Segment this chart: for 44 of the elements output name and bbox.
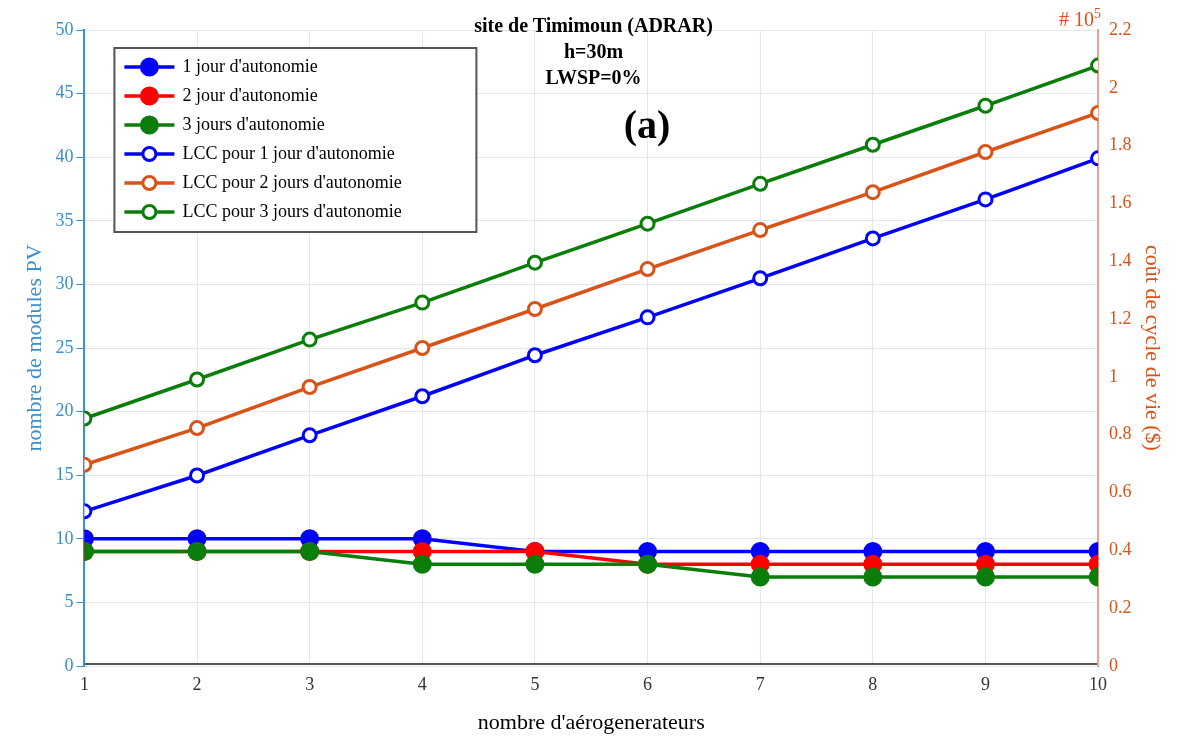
x-axis-title: nombre d'aérogenerateurs (477, 708, 705, 734)
x-tick-label: 10 (1089, 673, 1108, 694)
y2-tick-label: 0.4 (1109, 539, 1132, 560)
x-tick-label: 5 (530, 673, 540, 694)
x-tick-label: 1 (79, 673, 89, 694)
y2-tick-label: 1.2 (1109, 307, 1132, 328)
x-tick-label: 4 (417, 673, 427, 694)
y-tick-label: 30 (55, 273, 74, 294)
y2-tick-label: 0.2 (1109, 596, 1132, 617)
legend-label: LCC pour 2 jours d'autonomie (182, 171, 402, 192)
y-tick-label: 45 (55, 82, 74, 103)
text: site de Timimoun (ADRAR) h=30m LWSP=0% (474, 14, 713, 89)
legend-label: 2 jour d'autonomie (182, 84, 318, 105)
y2-tick-label: 2.2 (1109, 18, 1132, 39)
y-tick-label: 35 (55, 209, 74, 230)
x-tick-label: 9 (980, 673, 990, 694)
y-axis-title: nombre de modules PV (20, 244, 46, 452)
y-tick-label: 5 (64, 591, 74, 612)
y2-tick-label: 1.4 (1109, 250, 1132, 271)
y-tick-label: 10 (55, 527, 74, 548)
y2-tick-label: 1.8 (1109, 134, 1132, 155)
legend-label: 1 jour d'autonomie (182, 55, 318, 76)
y2-axis-title: coût de cycle de vie ($) (1141, 245, 1167, 451)
y-tick-label: 40 (55, 145, 74, 166)
y2-tick-label: 0.6 (1109, 481, 1132, 502)
y-tick-label: 0 (64, 654, 74, 675)
y2-tick-label: 1 (1109, 365, 1119, 386)
legend-label: LCC pour 1 jour d'autonomie (182, 142, 395, 163)
y2-tick-label: 2 (1109, 76, 1119, 97)
legend-label: 3 jours d'autonomie (182, 113, 325, 134)
y-tick-label: 20 (55, 400, 74, 421)
y-tick-label: 25 (55, 336, 74, 357)
legend-label: LCC pour 3 jours d'autonomie (182, 200, 402, 221)
y-tick-label: 50 (55, 18, 74, 39)
y2-tick-label: 1.6 (1109, 192, 1132, 213)
annotation: (a) (623, 102, 671, 148)
x-tick-label: 7 (755, 673, 765, 694)
x-tick-label: 2 (192, 673, 202, 694)
x-tick-label: 8 (868, 673, 878, 694)
y2-tick-label: 0 (1109, 654, 1119, 675)
y-tick-label: 15 (55, 463, 74, 484)
x-tick-label: 6 (643, 673, 653, 694)
y2-tick-label: 0.8 (1109, 423, 1132, 444)
x-tick-label: 3 (305, 673, 315, 694)
